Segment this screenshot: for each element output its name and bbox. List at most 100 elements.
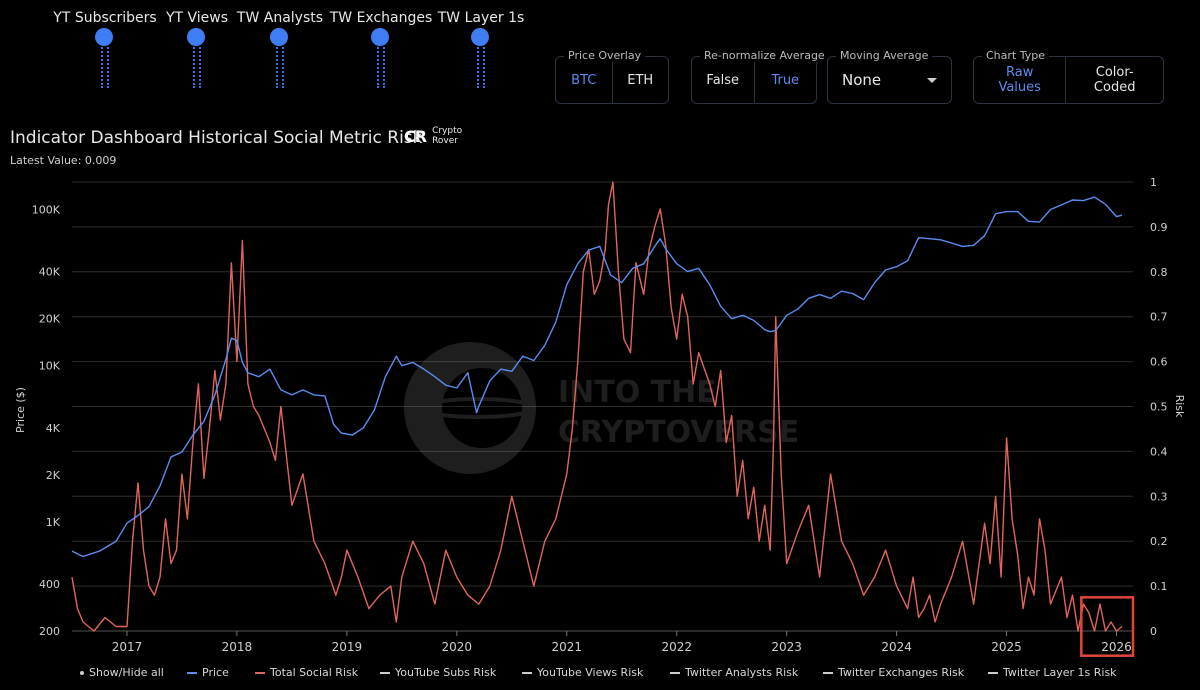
slider-track[interactable] xyxy=(471,28,489,88)
slider-label: TW Layer 1s xyxy=(437,10,525,26)
slider-tw-layer-1s[interactable]: TW Layer 1s xyxy=(421,10,541,88)
watermark-text-2: CRYPTOVERSE xyxy=(558,415,799,450)
legend-label: Twitter Layer 1s Risk xyxy=(1003,666,1117,679)
slider-yt-views[interactable]: YT Views xyxy=(137,10,257,88)
renormalize-legend: Re-normalize Average xyxy=(700,49,829,62)
chart-title: Indicator Dashboard Historical Social Me… xyxy=(10,128,423,148)
legend-item-twitter-analysts-risk[interactable]: Twitter Analysts Risk xyxy=(670,666,798,679)
y-tick-label-right: 0.4 xyxy=(1150,445,1168,458)
slider-track[interactable] xyxy=(371,28,389,88)
renormalize-false-button[interactable]: False xyxy=(692,57,754,103)
slider-label: YT Views xyxy=(165,10,229,26)
logo-mark: CR xyxy=(404,126,427,146)
slider-tw-exchanges[interactable]: TW Exchanges xyxy=(321,10,441,88)
price-overlay-legend: Price Overlay xyxy=(564,49,646,62)
legend-item-youtube-views-risk[interactable]: YouTube Views Risk xyxy=(522,666,643,679)
legend-label: Twitter Exchanges Risk xyxy=(838,666,965,679)
moving-average-value: None xyxy=(842,71,882,89)
y-tick-label-left: 100K xyxy=(32,204,61,217)
y-tick-label-right: 0.6 xyxy=(1150,356,1168,369)
x-tick-label: 2021 xyxy=(551,640,582,654)
x-tick-label: 2024 xyxy=(881,640,912,654)
legend-label: Total Social Risk xyxy=(270,666,359,679)
y-axis-right: 1 0.9 0.8 0.7 0.6 0.5 0.4 0.3 0.2 0.1 0 xyxy=(1150,176,1168,638)
logo-text: Crypto Rover xyxy=(432,126,462,146)
legend-label: Twitter Analysts Risk xyxy=(685,666,799,679)
y-tick-label-right: 1 xyxy=(1150,176,1157,189)
legend-label: YouTube Views Risk xyxy=(537,666,644,679)
legend-show-hide-all[interactable]: Show/Hide all xyxy=(80,666,164,679)
slider-track[interactable] xyxy=(187,28,205,88)
slider-knob[interactable] xyxy=(471,28,489,46)
slider-label: TW Analysts xyxy=(236,10,324,26)
series-line-price xyxy=(71,196,1123,558)
legend-label: Price xyxy=(202,666,229,679)
y-tick-label-left: 400 xyxy=(39,578,60,591)
y-tick-label-right: 0.9 xyxy=(1150,221,1168,234)
x-tick-label: 2022 xyxy=(661,640,692,654)
slider-label: YT Subscribers xyxy=(53,10,157,26)
slider-tw-analysts[interactable]: TW Analysts xyxy=(220,10,340,88)
legend-item-youtube-subs-risk[interactable]: YouTube Subs Risk xyxy=(380,666,496,679)
y-tick-label-right: 0.3 xyxy=(1150,490,1168,503)
slider-knob[interactable] xyxy=(187,28,205,46)
watermark: INTO THE CRYPTOVERSE xyxy=(404,342,799,474)
y-tick-label-right: 0.8 xyxy=(1150,266,1168,279)
y-tick-label-right: 0.5 xyxy=(1150,401,1168,414)
y-tick-label-right: 0.1 xyxy=(1150,580,1168,593)
x-tick-label: 2026 xyxy=(1101,640,1132,654)
y-tick-label-left: 20K xyxy=(39,313,61,326)
y-tick-label-left: 10K xyxy=(39,360,61,373)
x-tick-label: 2020 xyxy=(442,640,473,654)
bullet-icon xyxy=(80,670,84,675)
chevron-down-icon xyxy=(927,77,937,83)
crypto-rover-logo: CR Crypto Rover xyxy=(404,126,462,146)
watermark-logo xyxy=(404,342,536,474)
legend-label: Show/Hide all xyxy=(89,666,164,679)
chart-type-raw-button[interactable]: Raw Values xyxy=(974,57,1065,103)
slider-knob[interactable] xyxy=(371,28,389,46)
legend-item-total-social-risk[interactable]: Total Social Risk xyxy=(255,666,358,679)
y-tick-label-right: 0.7 xyxy=(1150,311,1168,324)
chart-canvas: INTO THE CRYPTOVERSE 100K 40K 20K 10K 4K 2K 1K… xyxy=(14,176,1186,657)
legend-swatch xyxy=(187,671,197,674)
y-tick-label-left: 2K xyxy=(46,469,61,482)
watermark-text-1: INTO THE xyxy=(558,375,717,410)
logo-line-1: Crypto xyxy=(432,126,463,136)
chart-type-group: Chart Type Raw Values Color-Coded xyxy=(973,49,1164,104)
slider-knob[interactable] xyxy=(270,28,288,46)
legend-item-twitter-layer-1s-risk[interactable]: Twitter Layer 1s Risk xyxy=(988,666,1117,679)
price-overlay-eth-button[interactable]: ETH xyxy=(611,57,669,103)
slider-label: TW Exchanges xyxy=(329,10,433,26)
x-axis: 2017 2018 2019 2020 2021 2022 2023 2024 2025 2026 xyxy=(72,630,1133,654)
slider-track[interactable] xyxy=(95,28,113,88)
chart-type-color-coded-button[interactable]: Color-Coded xyxy=(1065,57,1163,103)
series-layer xyxy=(71,181,1123,632)
y-tick-label-left: 200 xyxy=(39,625,60,638)
logo-line-2: Rover xyxy=(432,136,458,146)
renormalize-true-button[interactable]: True xyxy=(753,57,817,103)
renormalize-group: Re-normalize Average False True xyxy=(691,49,829,104)
series-line-total-social-risk xyxy=(71,181,1123,632)
y-tick-label-left: 4K xyxy=(46,422,61,435)
price-overlay-btc-button[interactable]: BTC xyxy=(556,57,612,103)
slider-track[interactable] xyxy=(270,28,288,88)
moving-average-select[interactable]: Moving Average None xyxy=(827,49,952,104)
legend-label: YouTube Subs Risk xyxy=(395,666,497,679)
x-tick-label: 2017 xyxy=(112,640,143,654)
chart-type-legend: Chart Type xyxy=(982,49,1049,62)
price-overlay-group: Price Overlay BTC ETH xyxy=(555,49,669,104)
y-axis-left-label: Price ($) xyxy=(14,387,27,433)
x-tick-label: 2018 xyxy=(222,640,253,654)
slider-knob[interactable] xyxy=(95,28,113,46)
legend-swatch xyxy=(380,671,390,674)
latest-value: Latest Value: 0.009 xyxy=(10,154,117,167)
slider-yt-subscribers[interactable]: YT Subscribers xyxy=(45,10,165,88)
x-tick-label: 2023 xyxy=(771,640,802,654)
y-axis-left: 100K 40K 20K 10K 4K 2K 1K 400 200 xyxy=(32,204,61,638)
legend-swatch xyxy=(522,671,532,674)
y-tick-label-left: 1K xyxy=(46,516,61,529)
legend-item-twitter-exchanges-risk[interactable]: Twitter Exchanges Risk xyxy=(823,666,964,679)
legend-item-price[interactable]: Price xyxy=(187,666,229,679)
y-tick-label-right: 0 xyxy=(1150,625,1157,638)
